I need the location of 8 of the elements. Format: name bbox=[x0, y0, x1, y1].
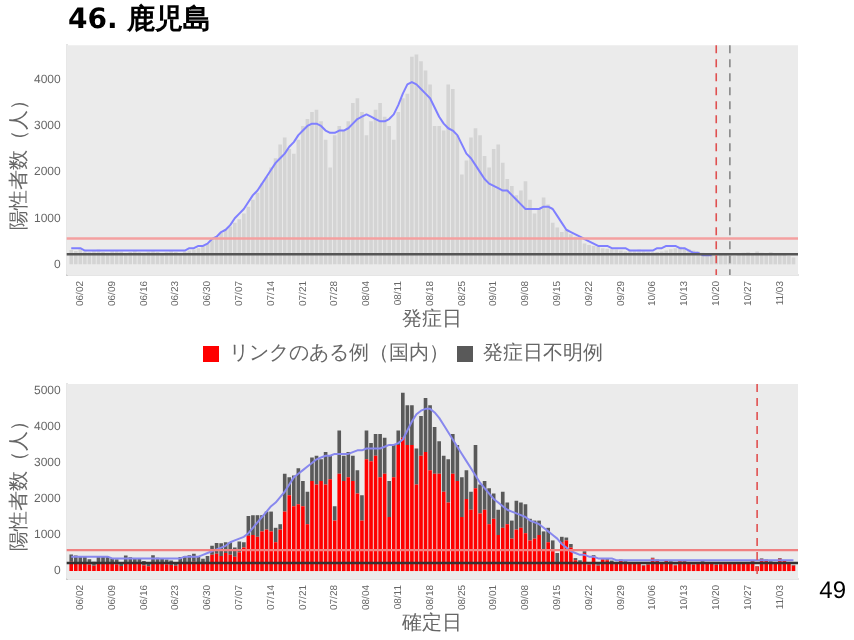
x-axis-title: 発症日 bbox=[402, 307, 463, 332]
legend-label: 発症日不明例 bbox=[483, 341, 603, 366]
y-axis-title: 陽性者数（人） bbox=[7, 411, 32, 552]
chart-title: 46. 鹿児島 bbox=[68, 2, 212, 38]
x-axis-title: 確定日 bbox=[400, 611, 463, 636]
y-axis-title: 陽性者数（人） bbox=[7, 90, 32, 231]
legend-label: リンクのある例（国内） bbox=[229, 341, 449, 366]
text: 49 bbox=[819, 576, 846, 604]
